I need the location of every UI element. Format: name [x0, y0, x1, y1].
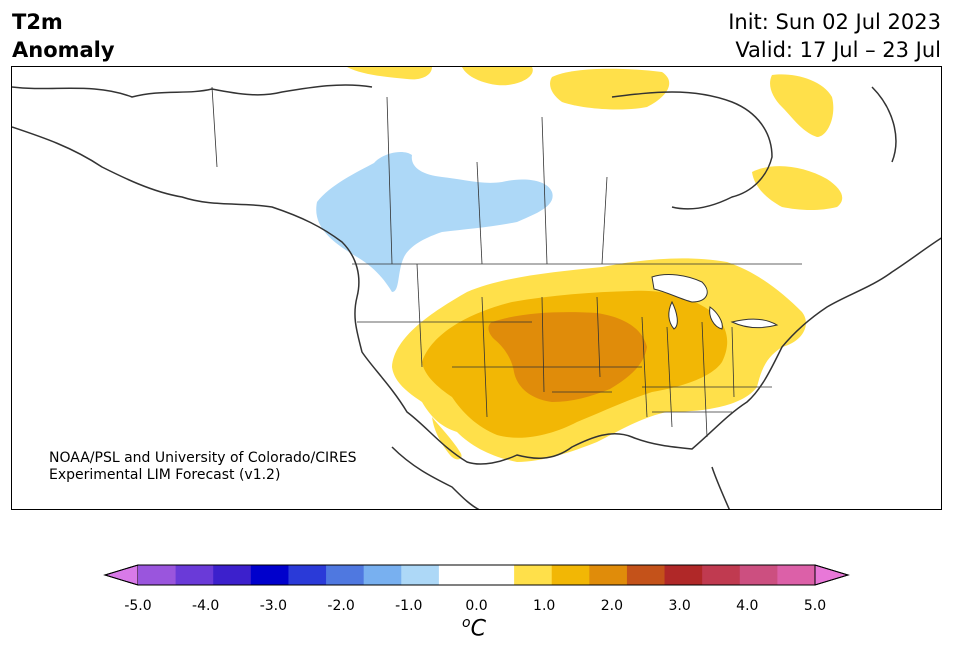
colorbar-tick-label: 5.0 — [803, 598, 827, 614]
colorbar-segment — [476, 565, 515, 585]
warm-anomaly-core — [488, 312, 647, 402]
colorbar-svg — [103, 564, 850, 586]
init-date: Init: Sun 02 Jul 2023 — [728, 10, 941, 34]
colorbar-tick-label: -1.0 — [395, 598, 423, 614]
anomaly-map — [11, 66, 942, 510]
colorbar-extend-low — [103, 564, 139, 586]
map-canvas — [12, 67, 941, 509]
colorbar-segment — [589, 565, 628, 585]
colorbar-segment — [213, 565, 252, 585]
colorbar-segment — [438, 565, 477, 585]
colorbar-segment — [551, 565, 590, 585]
political-borders — [211, 86, 802, 438]
colorbar-segment — [138, 565, 177, 585]
colorbar-tick-label: 1.0 — [533, 598, 556, 614]
colorbar-segment — [401, 565, 440, 585]
colorbar-tick-label: 4.0 — [736, 598, 759, 614]
unit-degree: o — [462, 615, 471, 631]
colorbar-outline — [103, 564, 850, 586]
colorbar-segment — [739, 565, 778, 585]
colorbar-tick-label: 0.0 — [465, 598, 488, 614]
colorbar-tick-label: 2.0 — [600, 598, 624, 614]
credit-line-2: Experimental LIM Forecast (v1.2) — [49, 467, 281, 483]
colorbar-tick-label: -2.0 — [327, 598, 355, 614]
colorbar-segment — [326, 565, 365, 585]
colorbar-segment — [288, 565, 327, 585]
colorbar-tick-label: 3.0 — [668, 598, 691, 614]
colorbar-segment — [626, 565, 666, 585]
colorbar-tick-label: -4.0 — [192, 598, 220, 614]
data-credit: NOAA/PSL and University of Colorado/CIRE… — [49, 450, 357, 484]
cool-anomaly-region — [316, 151, 553, 292]
map-title: T2m Anomaly — [12, 8, 115, 64]
colorbar-segment — [702, 565, 741, 585]
date-info: Init: Sun 02 Jul 2023 Valid: 17 Jul – 23… — [728, 8, 941, 64]
variable-label: T2m — [12, 10, 63, 34]
colorbar-extend-high — [814, 564, 850, 586]
colorbar-segment — [250, 565, 289, 585]
colorbar-tick-label: -3.0 — [259, 598, 288, 614]
colorbar-tick-label: -5.0 — [124, 598, 152, 614]
unit-symbol: C — [470, 616, 486, 642]
credit-line-1: NOAA/PSL and University of Colorado/CIRE… — [49, 450, 357, 466]
colorbar-segment — [363, 565, 402, 585]
field-label: Anomaly — [12, 38, 115, 62]
great-lakes — [651, 274, 779, 330]
coastlines — [12, 84, 941, 509]
colorbar-segment — [664, 565, 703, 585]
colorbar — [0, 560, 953, 656]
colorbar-unit: oC — [462, 615, 486, 641]
colorbar-segment — [175, 565, 214, 585]
colorbar-segment — [777, 565, 816, 585]
valid-date: Valid: 17 Jul – 23 Jul — [735, 38, 941, 62]
colorbar-segment — [514, 565, 553, 585]
